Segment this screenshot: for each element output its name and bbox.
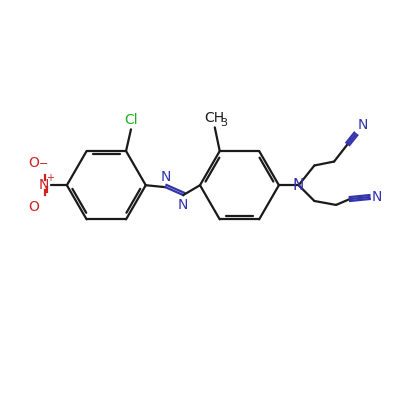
Text: O: O xyxy=(28,200,39,214)
Text: N: N xyxy=(39,178,49,192)
Text: O: O xyxy=(28,156,39,170)
Text: N: N xyxy=(372,190,382,204)
Text: N: N xyxy=(358,118,368,132)
Text: N: N xyxy=(160,170,171,184)
Text: N: N xyxy=(178,198,188,212)
Text: +: + xyxy=(46,173,54,183)
Text: Cl: Cl xyxy=(124,113,138,127)
Text: 3: 3 xyxy=(220,118,227,128)
Text: −: − xyxy=(38,158,48,168)
Text: CH: CH xyxy=(205,112,225,126)
Text: N: N xyxy=(293,178,304,193)
